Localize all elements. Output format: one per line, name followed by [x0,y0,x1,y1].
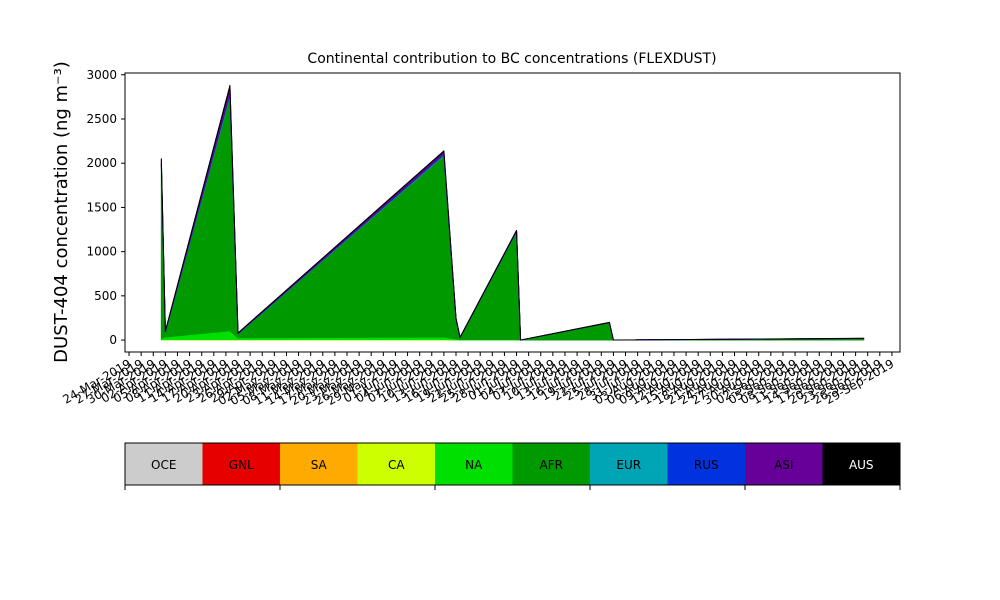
y-axis-label: DUST-404 concentration (ng m⁻³) [51,61,72,363]
area [160,84,865,341]
colorbar-swatch [125,443,203,485]
legend-label: RUS [694,458,719,472]
plot-frame [124,72,901,353]
colorbar-swatch [822,443,900,485]
legend-label: ASI [774,458,793,472]
colorbar: OCE GNL SA CA NA AFR EUR RUS ASI AUS [124,442,901,486]
colorbar-swatch [512,443,590,485]
legend-label: AUS [849,458,874,472]
legend-label: OCE [151,458,176,472]
y-tick-label: 500 [94,289,117,303]
colorbar-swatch [667,443,745,485]
legend-label: AFR [540,458,563,472]
colorbar-swatch [357,443,435,485]
colorbar-swatch [590,443,668,485]
chart-title: Continental contribution to BC concentra… [307,51,716,67]
y-tick-label: 3000 [86,68,117,82]
legend-label: SA [311,458,328,472]
colorbar-swatch [280,443,358,485]
colorbar-ticks [124,485,901,490]
colorbar-frame [124,442,901,486]
y-tick-label: 2000 [86,156,117,170]
legend-label: GNL [229,458,254,472]
y-tick-label: 1500 [86,200,117,214]
y-tick-label: 1000 [86,245,117,259]
colorbar-swatch [435,443,513,485]
legend-label: NA [465,458,483,472]
colorbar-swatch [745,443,823,485]
colorbar-swatch [202,443,280,485]
legend-label: EUR [616,458,641,472]
y-tick-label: 0 [109,333,117,347]
plot-area [160,84,865,341]
area [160,95,865,341]
y-tick-label: 2500 [86,112,117,126]
legend-label: CA [388,458,405,472]
